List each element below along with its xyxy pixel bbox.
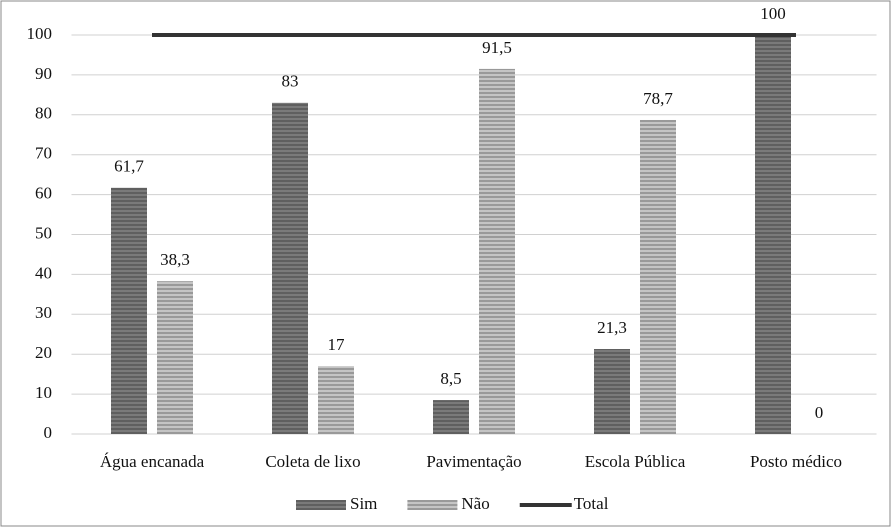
legend-label: Total bbox=[574, 494, 609, 513]
data-label: 8,5 bbox=[440, 369, 461, 388]
y-tick-label: 30 bbox=[35, 303, 52, 322]
data-label: 83 bbox=[282, 72, 299, 91]
legend-label: Sim bbox=[350, 494, 377, 513]
y-tick-label: 10 bbox=[35, 383, 52, 402]
data-label: 100 bbox=[760, 4, 786, 23]
data-label: 78,7 bbox=[643, 89, 673, 108]
data-label: 91,5 bbox=[482, 38, 512, 57]
x-tick-label: Escola Pública bbox=[585, 452, 686, 471]
bar-texture bbox=[594, 349, 630, 434]
y-tick-label: 0 bbox=[44, 423, 53, 442]
bar-texture bbox=[157, 281, 193, 434]
y-tick-label: 60 bbox=[35, 184, 52, 203]
y-tick-label: 50 bbox=[35, 223, 52, 242]
y-tick-label: 40 bbox=[35, 263, 52, 282]
y-tick-label: 100 bbox=[27, 24, 53, 43]
data-label: 17 bbox=[328, 335, 346, 354]
y-tick-label: 90 bbox=[35, 64, 52, 83]
x-tick-label: Água encanada bbox=[100, 452, 205, 471]
data-label: 21,3 bbox=[597, 318, 627, 337]
data-label: 38,3 bbox=[160, 250, 190, 269]
legend-label: Não bbox=[461, 494, 489, 513]
legend-swatch-texture bbox=[407, 500, 458, 510]
bar-texture bbox=[272, 102, 308, 434]
bar-texture bbox=[479, 68, 515, 434]
y-tick-label: 20 bbox=[35, 343, 52, 362]
bar-texture bbox=[640, 119, 676, 434]
bar-texture bbox=[433, 400, 469, 434]
y-tick-label: 80 bbox=[35, 104, 52, 123]
bar-texture bbox=[111, 187, 147, 434]
bar-texture bbox=[755, 35, 791, 434]
x-tick-label: Coleta de lixo bbox=[265, 452, 360, 471]
bar-texture bbox=[318, 366, 354, 434]
legend-swatch-texture bbox=[296, 500, 346, 510]
data-label: 0 bbox=[815, 403, 824, 422]
x-tick-label: Posto médico bbox=[750, 452, 842, 471]
y-tick-label: 70 bbox=[35, 144, 52, 163]
x-tick-label: Pavimentação bbox=[426, 452, 521, 471]
data-label: 61,7 bbox=[114, 157, 144, 176]
